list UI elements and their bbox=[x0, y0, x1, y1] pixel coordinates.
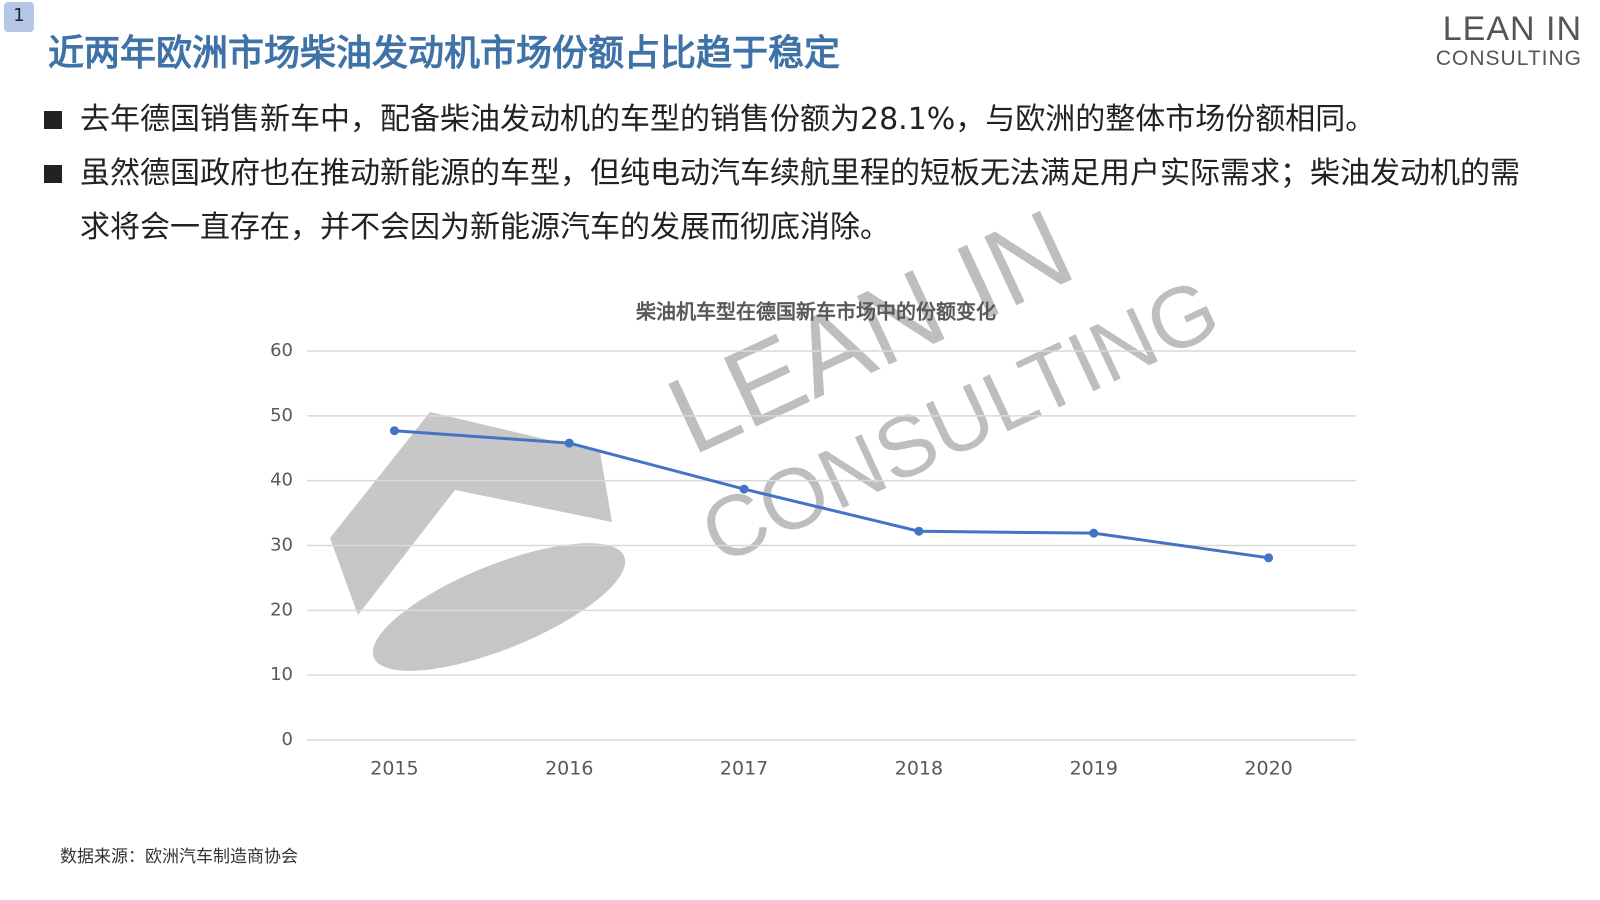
logo-text: LEAN IN bbox=[1442, 10, 1582, 48]
source-note: 数据来源：欧洲汽车制造商协会 bbox=[60, 847, 298, 867]
x-tick-label: 2017 bbox=[720, 758, 768, 780]
x-tick-label: 2016 bbox=[545, 758, 593, 780]
y-tick-label: 10 bbox=[270, 664, 293, 685]
x-tick-label: 2015 bbox=[370, 758, 418, 780]
logo-watermark bbox=[330, 412, 626, 671]
y-tick-label: 30 bbox=[270, 535, 293, 556]
chart-title: 柴油机车型在德国新车市场中的份额变化 bbox=[635, 300, 996, 324]
data-point bbox=[1089, 528, 1099, 538]
data-point bbox=[914, 526, 924, 536]
y-tick-label: 40 bbox=[270, 470, 293, 491]
slide-number: 1 bbox=[4, 2, 34, 32]
bullet-text: 去年德国销售新车中，配备柴油发动机的车型的销售份额为28.1%，与欧洲的整体市场… bbox=[80, 102, 1376, 137]
series-line bbox=[394, 429, 1269, 560]
bullet-marker bbox=[44, 111, 62, 129]
y-tick-label: 60 bbox=[270, 340, 293, 361]
x-tick-label: 2020 bbox=[1244, 758, 1292, 780]
y-tick-label: 20 bbox=[270, 599, 293, 620]
data-point bbox=[564, 438, 574, 448]
x-tick-label: 2019 bbox=[1070, 758, 1118, 780]
watermark-ellipse bbox=[372, 543, 626, 671]
x-tick-label: 2018 bbox=[895, 758, 943, 780]
data-point bbox=[1264, 553, 1274, 563]
data-point bbox=[739, 484, 749, 494]
logo: LEAN IN CONSULTING bbox=[1436, 10, 1582, 71]
bullet-text: 虽然德国政府也在推动新能源的车型，但纯电动汽车续航里程的短板无法满足用户实际需求… bbox=[80, 156, 1520, 245]
y-tick-label: 0 bbox=[282, 729, 293, 750]
watermark-shape bbox=[330, 412, 612, 615]
logo-text: CONSULTING bbox=[1435, 47, 1582, 70]
bullet-marker bbox=[44, 165, 62, 183]
y-tick-label: 50 bbox=[270, 405, 293, 426]
data-point bbox=[389, 426, 399, 436]
slide-title: 近两年欧洲市场柴油发动机市场份额占比趋于稳定 bbox=[48, 33, 841, 74]
